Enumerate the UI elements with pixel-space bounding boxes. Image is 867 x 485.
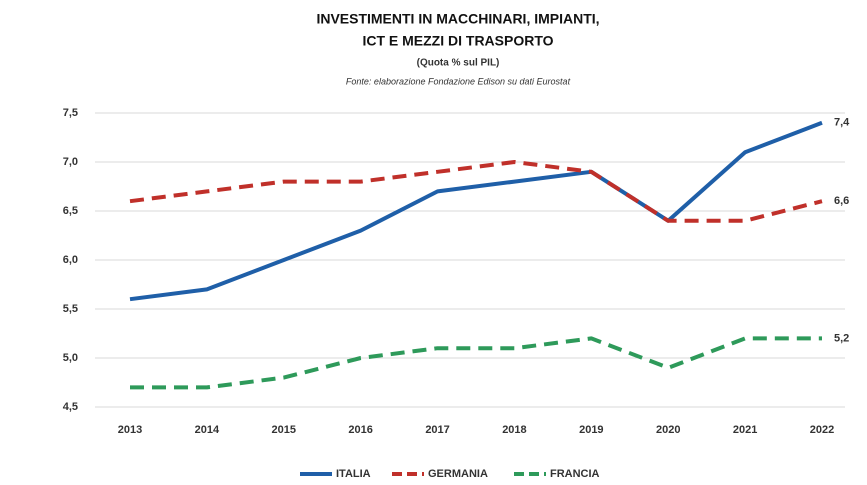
x-tick-label: 2017 [425,424,449,436]
chart-source: Fonte: elaborazione Fondazione Edison su… [346,76,571,86]
data-label: 6,6 [834,195,849,207]
chart-subtitle: (Quota % sul PIL) [417,58,500,69]
x-tick-label: 2015 [272,424,296,436]
y-tick-label: 6,0 [63,254,78,266]
x-tick-label: 2019 [579,424,603,436]
x-tick-label: 2016 [348,424,372,436]
y-tick-label: 7,0 [63,156,78,168]
y-tick-label: 7,5 [63,107,78,119]
y-tick-label: 5,0 [63,352,78,364]
y-tick-label: 4,5 [63,401,78,413]
x-tick-label: 2018 [502,424,526,436]
y-tick-label: 6,5 [63,205,78,217]
series-line [130,336,822,390]
data-label: 7,4 [834,117,850,129]
x-tick-label: 2014 [195,424,220,436]
data-label: 5,2 [834,332,849,344]
series-line [129,160,823,223]
x-tick-label: 2013 [118,424,142,436]
legend-label: FRANCIA [550,468,600,480]
x-tick-label: 2020 [656,424,680,436]
legend-label: ITALIA [336,468,371,480]
x-tick-label: 2021 [733,424,757,436]
chart-title: ICT E MEZZI DI TRASPORTO [362,33,553,49]
legend-label: GERMANIA [428,468,488,480]
y-tick-label: 5,5 [63,303,78,315]
x-tick-label: 2022 [810,424,834,436]
series-line [129,120,823,302]
chart-title: INVESTIMENTI IN MACCHINARI, IMPIANTI, [316,11,599,27]
